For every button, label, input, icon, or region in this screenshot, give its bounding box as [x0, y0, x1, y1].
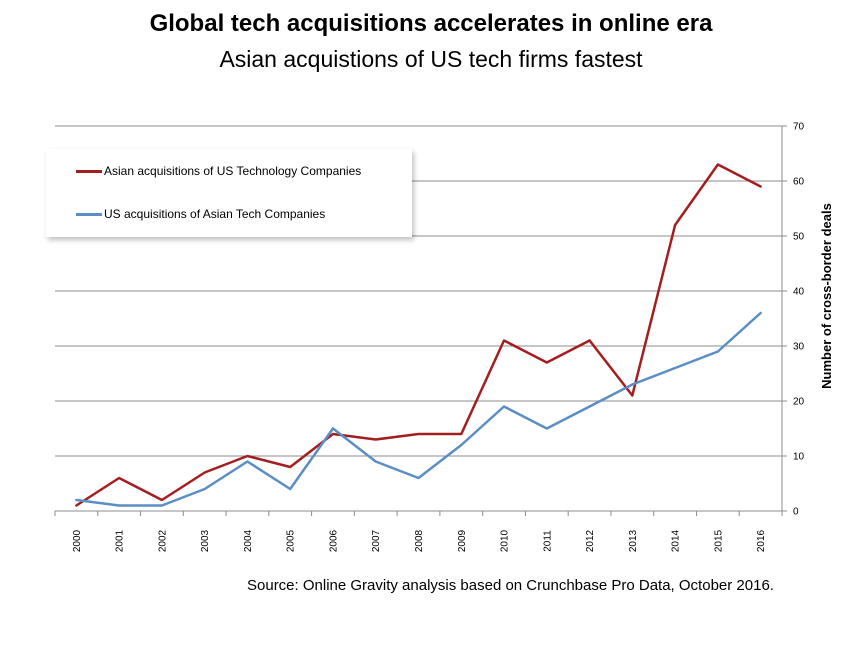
y-tick-label: 60 — [793, 177, 805, 188]
y-tick-label: 50 — [793, 232, 805, 243]
legend-item-asian: Asian acquisitions of US Technology Comp… — [76, 164, 361, 178]
x-tick-label: 2011 — [542, 530, 553, 552]
y-tick-label: 10 — [793, 452, 805, 463]
y-tick-label: 20 — [793, 397, 805, 408]
y-tick-label: 40 — [793, 287, 805, 298]
axes — [54, 125, 787, 516]
x-tick-label: 2004 — [243, 529, 254, 552]
x-tick-label: 2007 — [371, 529, 382, 552]
x-tick-label: 2009 — [457, 529, 468, 552]
series-line-asian — [75, 163, 762, 507]
legend-item-us: US acquisitions of Asian Tech Companies — [76, 207, 325, 221]
legend-swatch-asian — [76, 169, 102, 173]
x-tick-label: 2003 — [200, 529, 211, 552]
y-tick-labels: 0 10 20 30 40 50 60 70 — [793, 122, 805, 518]
legend: Asian acquisitions of US Technology Comp… — [46, 149, 412, 237]
legend-label-asian: Asian acquisitions of US Technology Comp… — [104, 164, 362, 178]
x-tick-label: 2010 — [500, 529, 511, 552]
x-tick-label: 2002 — [157, 529, 168, 552]
y-tick-label: 70 — [793, 122, 805, 133]
y-tick-label: 0 — [793, 507, 799, 518]
x-tick-label: 2012 — [585, 529, 596, 552]
legend-swatch-us — [76, 212, 102, 216]
x-tick-label: 2005 — [286, 529, 297, 552]
x-tick-label: 2006 — [328, 529, 339, 552]
x-tick-label: 2014 — [671, 529, 682, 552]
series-line-us — [75, 311, 762, 507]
source-note: Source: Online Gravity analysis based on… — [247, 577, 774, 594]
chart-title: Global tech acquisitions accelerates in … — [149, 10, 713, 37]
x-tick-label: 2013 — [628, 529, 639, 552]
y-tick-label: 30 — [793, 342, 805, 353]
x-tick-label: 2008 — [414, 529, 425, 552]
x-tick-label: 2016 — [756, 529, 767, 552]
x-tick-labels: 2000 2001 2002 2003 2004 2005 2006 2007 2008 2009… — [72, 529, 767, 552]
x-tick-label: 2000 — [72, 529, 83, 552]
series-lines — [75, 163, 762, 507]
x-tick-label: 2015 — [713, 529, 724, 552]
chart-subtitle: Asian acquistions of US tech firms faste… — [219, 46, 643, 72]
x-tick-label: 2001 — [115, 529, 126, 552]
y-axis-label: Number of cross-border deals — [819, 203, 834, 389]
legend-label-us: US acquisitions of Asian Tech Companies — [104, 207, 326, 221]
